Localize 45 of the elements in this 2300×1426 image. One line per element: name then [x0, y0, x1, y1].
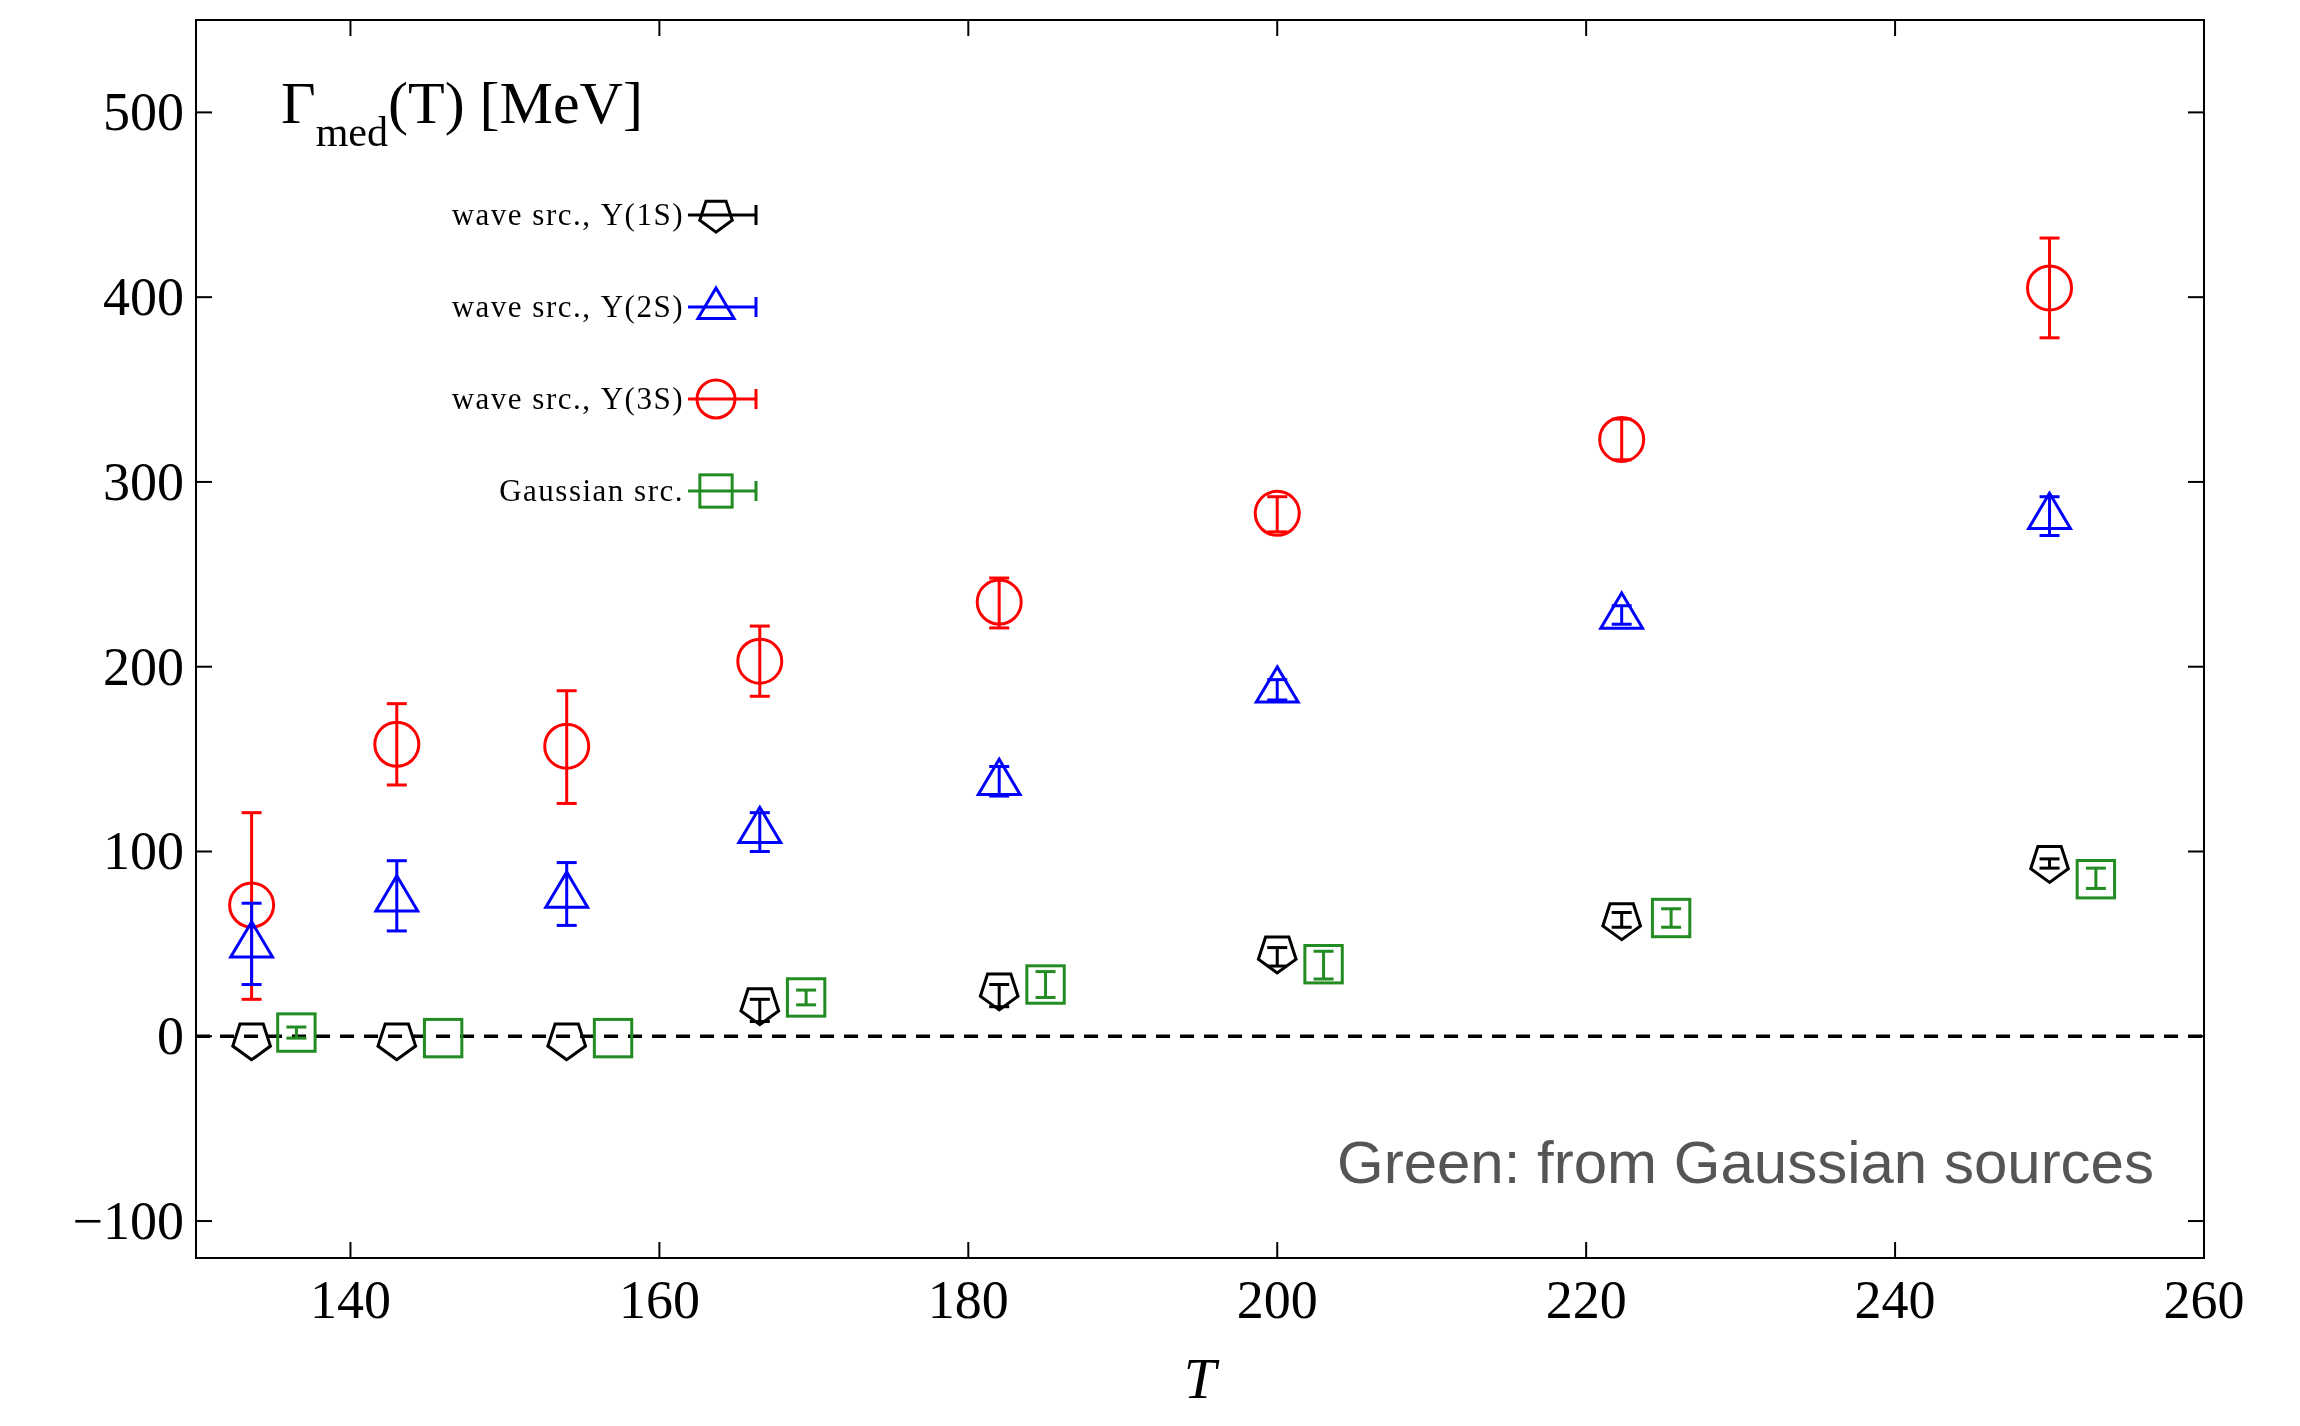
y-tick-label: 400 — [103, 267, 184, 328]
legend-label: wave src., Υ(3S) — [451, 381, 684, 416]
point — [2026, 264, 2074, 312]
point — [231, 1022, 272, 1062]
point — [376, 1022, 418, 1062]
point — [1025, 964, 1066, 1005]
y-tick-label: −100 — [72, 1191, 184, 1252]
x-tick-label: 260 — [2163, 1270, 2245, 1330]
point — [1601, 902, 1643, 942]
point — [422, 1017, 464, 1059]
point — [1303, 944, 1344, 985]
text: Γ$_{med}$(T) [MeV] — [281, 70, 643, 155]
x-axis-title: T — [1183, 1346, 1220, 1411]
point — [276, 1012, 317, 1053]
y-tick-label: 300 — [103, 451, 184, 512]
point — [736, 637, 784, 685]
point — [546, 1022, 588, 1062]
point — [785, 977, 827, 1018]
point — [1598, 415, 1646, 463]
legend-label: wave src., Υ(1S) — [451, 197, 684, 232]
y-tick-label: 200 — [103, 636, 184, 697]
y-tick-label: 500 — [103, 82, 184, 143]
point — [543, 722, 591, 770]
point — [1253, 489, 1301, 537]
x-tick-label: 140 — [309, 1270, 391, 1330]
point — [2029, 845, 2070, 884]
y-tick-label: 100 — [103, 821, 184, 882]
x-tick-label: 240 — [1854, 1270, 1936, 1330]
x-tick-label: 180 — [927, 1270, 1009, 1330]
annotation: Green: from Gaussian sources — [1336, 1129, 2154, 1196]
point — [592, 1017, 634, 1059]
point — [1256, 935, 1298, 975]
legend-label: wave src., Υ(2S) — [451, 289, 684, 324]
point — [373, 720, 421, 768]
point — [1650, 897, 1692, 939]
x-tick-label: 200 — [1236, 1270, 1318, 1330]
point — [228, 881, 276, 929]
legend-label: Gaussian src. — [499, 473, 684, 508]
point — [978, 972, 1020, 1012]
y-tick-label: 0 — [157, 1006, 184, 1067]
point — [739, 987, 781, 1027]
point — [2075, 859, 2117, 900]
x-tick-label: 220 — [1545, 1270, 1627, 1330]
x-tick-label: 160 — [618, 1270, 700, 1330]
point — [975, 578, 1023, 626]
